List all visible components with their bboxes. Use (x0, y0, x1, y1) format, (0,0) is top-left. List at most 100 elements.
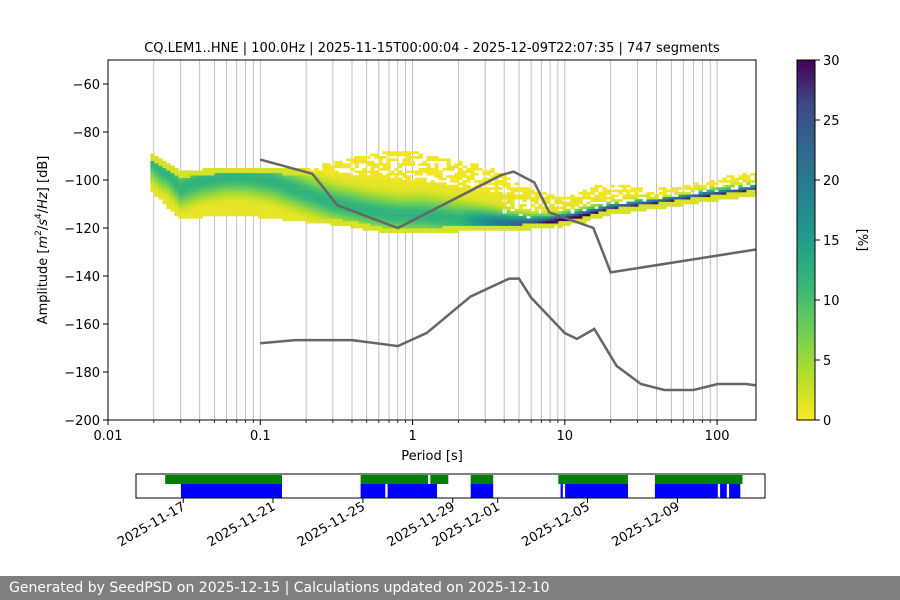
psd-cell (306, 192, 311, 195)
psd-outlier-cell (434, 170, 439, 174)
psd-cell (162, 170, 167, 174)
psd-cell (426, 206, 431, 210)
psd-cell (154, 170, 159, 174)
psd-cell (322, 180, 327, 183)
psd-cell (398, 220, 403, 224)
psd-cell (430, 187, 435, 190)
psd-cell (474, 201, 479, 205)
psd-cell (438, 192, 443, 195)
psd-cell (326, 175, 331, 178)
psd-cell (438, 211, 443, 214)
psd-cell (338, 218, 343, 222)
psd-cell (246, 194, 251, 198)
psd-cell (442, 213, 447, 217)
psd-outlier-cell (438, 170, 443, 174)
psd-cell (490, 199, 495, 202)
psd-cell (418, 182, 423, 186)
psd-outlier-cell (714, 182, 719, 186)
psd-cell (714, 196, 719, 200)
psd-cell (570, 204, 575, 207)
psd-cell (302, 213, 307, 217)
psd-outlier-cell (418, 156, 423, 159)
psd-cell (502, 218, 507, 222)
psd-cell (482, 206, 487, 210)
psd-cell (242, 182, 247, 186)
psd-cell (262, 170, 267, 174)
psd-cell (486, 228, 491, 231)
psd-outlier-cell (434, 156, 439, 159)
psd-cell (366, 180, 371, 183)
psd-cell (430, 184, 435, 188)
psd-cell (174, 204, 179, 207)
psd-cell (410, 187, 415, 190)
psd-outlier-cell (466, 168, 471, 171)
psd-cell (470, 228, 475, 231)
psd-outlier-cell (602, 189, 607, 193)
psd-cell (678, 194, 683, 198)
psd-cell (402, 218, 407, 222)
psd-cell (554, 201, 559, 205)
psd-cell (630, 204, 635, 207)
psd-cell (450, 230, 455, 234)
psd-cell (198, 208, 203, 212)
psd-cell (250, 196, 255, 200)
psd-cell (418, 187, 423, 190)
psd-cell (314, 196, 319, 200)
psd-cell (690, 196, 695, 200)
psd-cell (394, 211, 399, 214)
psd-outlier-cell (526, 189, 531, 193)
psd-cell (658, 204, 663, 207)
psd-cell (270, 206, 275, 210)
psd-outlier-cell (742, 175, 747, 178)
psd-cell (262, 194, 267, 198)
psd-outlier-cell (458, 182, 463, 186)
psd-cell (422, 228, 427, 231)
psd-cell (210, 201, 215, 205)
psd-cell (502, 201, 507, 205)
psd-cell (514, 208, 519, 212)
psd-cell (230, 168, 235, 171)
psd-cell (186, 192, 191, 195)
psd-cell (378, 177, 383, 181)
psd-cell (494, 204, 499, 207)
psd-cell (534, 225, 539, 229)
psd-cell (274, 177, 279, 181)
psd-outlier-cell (314, 168, 319, 171)
psd-cell (478, 196, 483, 200)
psd-cell (566, 220, 571, 224)
psd-cell (474, 194, 479, 198)
psd-cell (382, 194, 387, 198)
psd-cell (522, 204, 527, 207)
psd-cell (170, 184, 175, 188)
psd-cell (502, 228, 507, 231)
psd-cell (522, 225, 527, 229)
psd-cell (258, 206, 263, 210)
psd-outlier-cell (390, 153, 395, 157)
psd-cell (478, 194, 483, 198)
psd-outlier-cell (746, 177, 751, 181)
psd-cell (330, 213, 335, 217)
psd-cell (334, 177, 339, 181)
psd-outlier-cell (374, 170, 379, 174)
psd-cell (558, 225, 563, 229)
psd-outlier-cell (694, 182, 699, 186)
psd-cell (706, 199, 711, 202)
psd-cell (222, 208, 227, 212)
psd-cell (410, 223, 415, 226)
psd-cell (362, 194, 367, 198)
psd-outlier-cell (370, 163, 375, 166)
psd-cell (222, 201, 227, 205)
psd-cell (238, 187, 243, 190)
psd-cell (302, 208, 307, 212)
psd-cell (170, 201, 175, 205)
psd-cell (726, 196, 731, 200)
psd-cell (278, 199, 283, 202)
psd-cell (442, 206, 447, 210)
psd-cell (306, 187, 311, 190)
psd-cell (202, 184, 207, 188)
psd-outlier-cell (658, 187, 663, 190)
psd-cell (538, 220, 543, 224)
psd-cell (186, 199, 191, 202)
psd-cell (170, 180, 175, 183)
psd-cell (254, 211, 259, 214)
